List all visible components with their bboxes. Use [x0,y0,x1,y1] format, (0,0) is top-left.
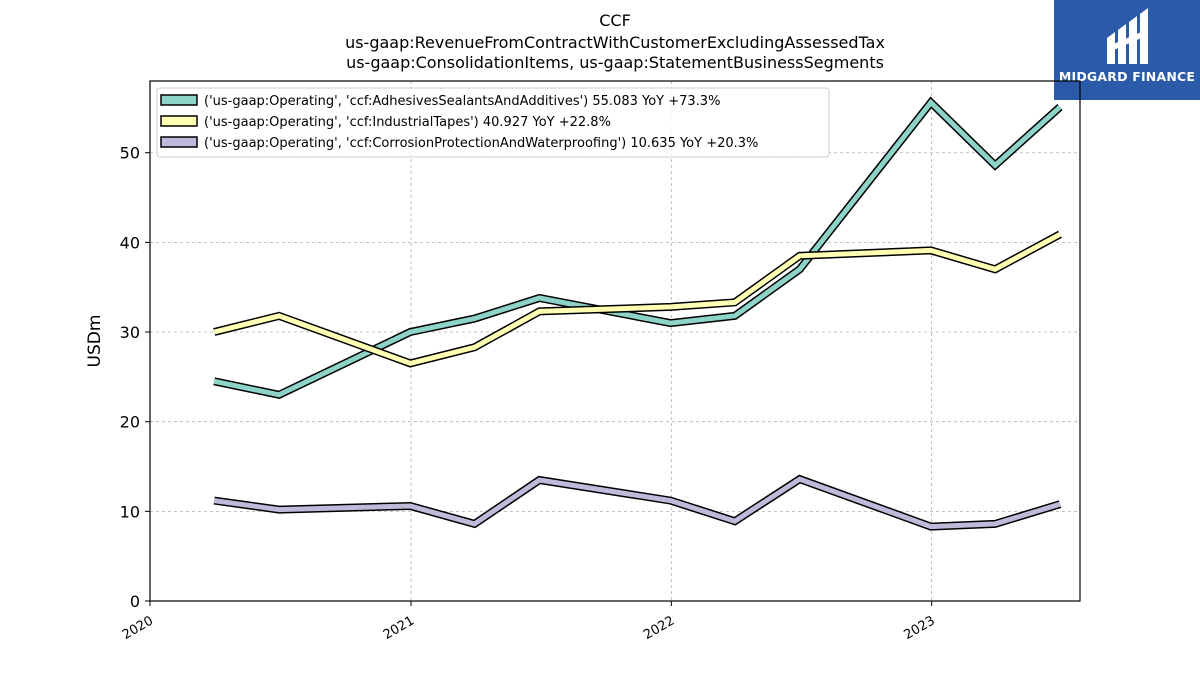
y-tick-label: 30 [120,323,140,342]
legend: ('us-gaap:Operating', 'ccf:AdhesivesSeal… [156,87,830,158]
brand-logo-mark-icon [1107,8,1148,64]
tick-labels: 0 10 20 30 40 50 2020 2021 2022 2023 [120,144,938,643]
plot-frame [149,80,1081,602]
legend-box [156,87,830,158]
series-lines [213,96,1063,531]
axes [145,80,1081,606]
brand-logo-text: MIDGARD FINANCE [1058,69,1196,84]
y-tick-label: 20 [120,413,140,432]
legend-label-2: ('us-gaap:Operating', 'ccf:IndustrialTap… [204,115,611,130]
series-3-outline [213,474,1062,531]
legend-label-3: ('us-gaap:Operating', 'ccf:CorrosionProt… [204,136,758,151]
legend-swatch-1 [160,94,198,106]
y-tick-label: 0 [130,592,140,611]
y-tick-label: 50 [120,144,140,163]
legend-label-1: ('us-gaap:Operating', 'ccf:AdhesivesSeal… [204,94,720,109]
y-tick-label: 40 [120,233,140,252]
x-tick-label: 2021 [381,613,417,643]
series-2-line [213,232,1062,367]
legend-swatch-2 [160,115,198,127]
series-2-outline [213,230,1062,368]
series-1-line [213,98,1062,398]
chart-title: CCF [599,11,631,30]
chart-subtitle-line-2: us-gaap:ConsolidationItems, us-gaap:Stat… [346,53,884,72]
y-axis-label: USDm [85,315,105,368]
series-3-line [213,476,1061,530]
legend-swatch-3 [160,136,198,148]
brand-logo: MIDGARD FINANCE [1054,0,1200,100]
x-tick-label: 2023 [901,613,937,643]
x-tick-label: 2022 [641,613,677,643]
chart-subtitle-line-1: us-gaap:RevenueFromContractWithCustomerE… [345,33,885,52]
x-tick-label: 2020 [120,613,156,643]
y-tick-label: 10 [120,502,140,521]
